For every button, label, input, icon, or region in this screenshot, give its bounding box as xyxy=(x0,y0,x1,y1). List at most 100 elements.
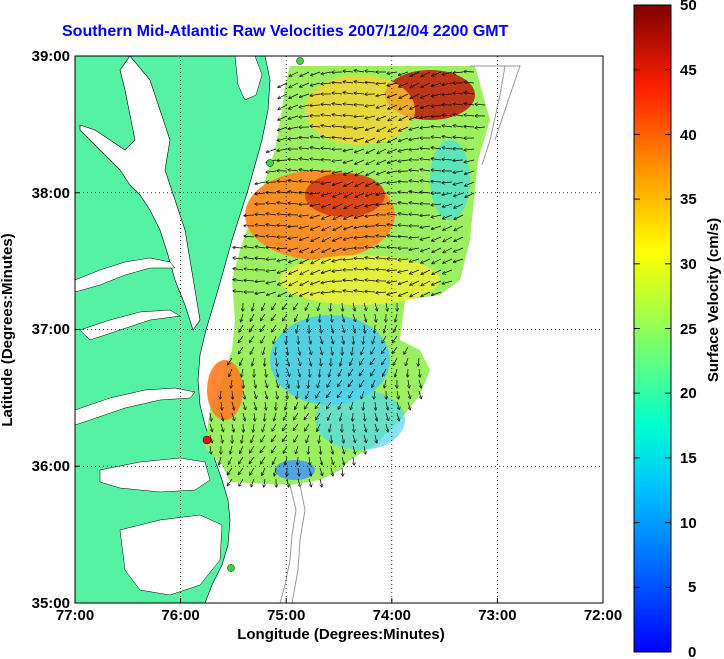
velocity-arrow xyxy=(343,236,354,240)
velocity-arrow xyxy=(432,247,442,252)
velocity-arrow xyxy=(333,214,343,220)
station-marker-red[interactable] xyxy=(202,435,212,445)
velocity-arrow xyxy=(254,412,255,421)
velocity-arrow xyxy=(330,335,333,344)
velocity-arrow xyxy=(453,181,464,185)
velocity-arrow xyxy=(432,258,442,264)
velocity-arrow xyxy=(382,335,387,343)
velocity-arrow xyxy=(410,71,420,76)
velocity-arrow xyxy=(420,181,431,183)
velocity-arrow xyxy=(343,115,354,116)
velocity-arrow xyxy=(332,83,343,84)
velocity-arrow xyxy=(278,126,288,131)
velocity-arrow xyxy=(354,116,365,117)
velocity-arrow xyxy=(332,160,343,161)
velocity-arrow xyxy=(396,401,399,410)
velocity-arrow xyxy=(333,181,343,185)
velocity-arrow xyxy=(363,423,366,432)
velocity-arrow xyxy=(282,423,288,431)
velocity-arrow xyxy=(343,104,354,105)
velocity-arrow xyxy=(298,456,299,465)
velocity-arrow xyxy=(385,412,389,421)
velocity-arrow xyxy=(277,258,288,261)
velocity-arrow xyxy=(265,368,266,377)
velocity-arrow xyxy=(254,379,256,388)
velocity-arrow xyxy=(355,148,365,153)
velocity-arrow xyxy=(360,357,365,365)
velocity-arrow xyxy=(364,445,366,454)
velocity-arrow xyxy=(387,203,398,204)
velocity-arrow xyxy=(340,412,343,421)
velocity-arrow xyxy=(420,127,431,128)
velocity-arrow xyxy=(277,214,288,215)
velocity-arrow xyxy=(443,258,453,263)
velocity-arrow xyxy=(454,225,464,231)
velocity-arrow xyxy=(377,126,387,131)
velocity-arrow xyxy=(311,247,321,253)
field-north-mid xyxy=(305,75,415,145)
velocity-arrow xyxy=(239,456,244,464)
velocity-arrow xyxy=(421,291,431,296)
velocity-arrow xyxy=(255,181,266,184)
velocity-arrow xyxy=(288,126,299,129)
velocity-arrow xyxy=(244,280,255,281)
x-tick-label: 73:00 xyxy=(478,607,516,624)
velocity-arrow xyxy=(261,456,266,464)
station-marker[interactable] xyxy=(296,57,304,65)
velocity-arrow xyxy=(338,401,343,409)
velocity-arrow xyxy=(453,93,464,94)
velocity-arrow xyxy=(338,368,343,376)
velocity-arrow xyxy=(331,445,333,454)
velocity-arrow xyxy=(277,137,288,141)
velocity-arrow xyxy=(387,291,398,295)
velocity-arrow xyxy=(443,214,453,219)
velocity-arrow xyxy=(365,280,376,281)
velocity-arrow xyxy=(387,214,398,215)
velocity-arrow xyxy=(299,104,310,107)
velocity-arrow xyxy=(341,324,345,333)
velocity-arrow xyxy=(319,434,320,443)
velocity-arrow xyxy=(475,127,486,128)
velocity-arrow xyxy=(310,214,321,218)
velocity-arrow xyxy=(271,434,277,442)
velocity-arrow xyxy=(387,270,398,271)
y-tick-label: 38:00 xyxy=(32,185,70,202)
velocity-arrow xyxy=(210,445,211,454)
velocity-arrow xyxy=(277,225,288,226)
velocity-arrow xyxy=(453,126,464,128)
velocity-arrow xyxy=(418,357,419,366)
x-tick-label: 74:00 xyxy=(373,607,411,624)
station-marker[interactable] xyxy=(227,564,235,572)
velocity-arrow xyxy=(309,335,311,344)
velocity-arrow xyxy=(343,159,354,163)
bathymetry-contours xyxy=(279,65,521,603)
velocity-arrow xyxy=(250,467,255,475)
velocity-arrow xyxy=(388,93,398,98)
velocity-arrow xyxy=(231,379,232,388)
velocity-arrow xyxy=(386,302,388,311)
velocity-arrow xyxy=(265,401,266,410)
velocity-arrow xyxy=(320,478,322,487)
velocity-arrow xyxy=(399,126,409,131)
station-marker[interactable] xyxy=(266,159,274,167)
velocity-arrow xyxy=(464,149,475,150)
velocity-arrow xyxy=(244,236,255,237)
velocity-arrow xyxy=(342,302,343,311)
velocity-arrow xyxy=(321,280,332,283)
velocity-arrow xyxy=(311,71,321,76)
velocity-arrow xyxy=(310,126,321,127)
velocity-arrow xyxy=(409,138,420,140)
velocity-arrow xyxy=(348,379,354,387)
velocity-arrow xyxy=(310,147,321,149)
velocity-arrow xyxy=(320,357,321,366)
velocity-arrow xyxy=(421,82,431,87)
velocity-arrow xyxy=(376,225,387,226)
velocity-arrow xyxy=(342,335,344,344)
velocity-arrow xyxy=(410,269,420,274)
velocity-arrow xyxy=(250,313,255,321)
velocity-arrow xyxy=(249,456,255,464)
velocity-arrow xyxy=(398,148,409,151)
velocity-arrow xyxy=(310,203,321,206)
velocity-arrow xyxy=(308,379,309,388)
velocity-arrow xyxy=(307,313,309,322)
